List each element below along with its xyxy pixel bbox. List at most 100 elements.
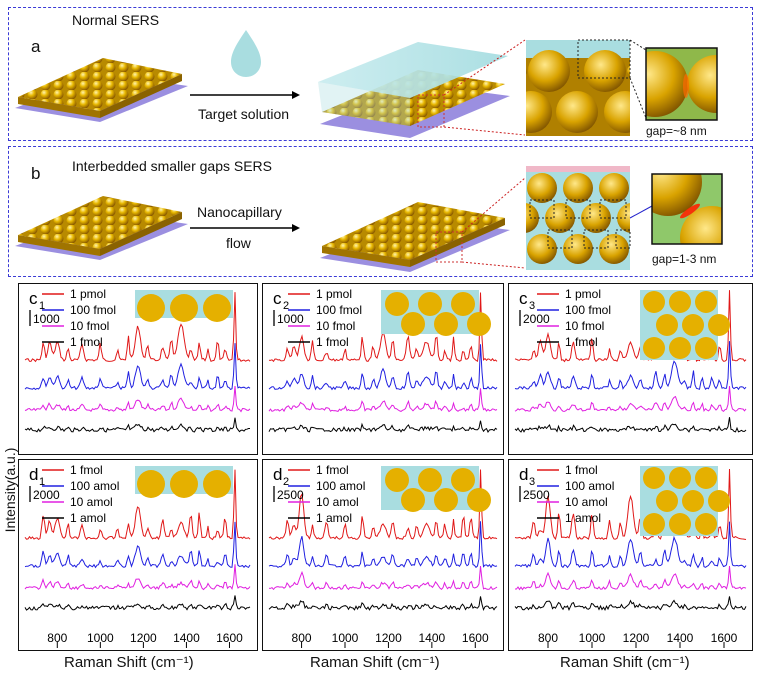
series-line-c2-1 — [268, 344, 498, 391]
chart-c2: c 2 1000 1 pmol 100 fmol 10 fmol 1 fmol — [262, 283, 504, 455]
legend-label-c1-0: 1 pmol — [70, 287, 106, 301]
chart-c3: c 3 2000 1 pmol 100 fmol 10 fmol 1 fmol — [508, 283, 753, 455]
series-line-c3-2 — [514, 385, 747, 413]
legend-label-c3-3: 1 fmol — [565, 335, 598, 349]
water-layer-a — [318, 42, 508, 98]
scale-bar-label-c3: 2000 — [523, 312, 550, 326]
series-line-d1-3 — [24, 595, 251, 611]
panel-b-schematic — [15, 166, 723, 272]
legend-label-c2-0: 1 pmol — [316, 287, 352, 301]
series-line-d2-3 — [268, 596, 498, 611]
nanoparticle-film-b-left — [18, 196, 182, 249]
panel-b-title: Interbedded smaller gaps SERS — [72, 158, 272, 174]
legend-label-d1-1: 100 amol — [70, 479, 119, 493]
legend-label-c2-1: 100 fmol — [316, 303, 362, 317]
panel-label-c3: c — [519, 289, 528, 308]
series-line-c1-3 — [24, 417, 250, 433]
scale-bar-label-d2: 2500 — [277, 488, 304, 502]
panel-label-sub-d3: 3 — [529, 476, 535, 488]
arrow-b-head — [292, 224, 300, 232]
legend-label-d3-3: 1 amol — [565, 511, 601, 525]
legend-label-d2-2: 10 amol — [316, 495, 359, 509]
panel-label-c1: c — [29, 289, 38, 308]
panel-b-letter: b — [31, 164, 41, 183]
x-axis-label-3: Raman Shift (cm⁻¹) — [560, 654, 690, 671]
inset-d1 — [135, 466, 233, 498]
series-line-c1-0 — [24, 292, 251, 363]
series-line-c3-1 — [514, 341, 747, 391]
panel-label-d1: d — [29, 465, 38, 484]
tick-label-d1-1: 1000 — [87, 631, 114, 645]
panel-label-d2: d — [273, 465, 282, 484]
tick-label-d3-3: 1400 — [667, 631, 694, 645]
series-line-c2-2 — [268, 388, 498, 413]
gap-zoom-a — [645, 47, 718, 121]
legend-label-c1-1: 100 fmol — [70, 303, 116, 317]
inset-c2 — [381, 290, 491, 336]
scale-bar-label-c1: 1000 — [33, 312, 60, 326]
panel-a-title: Normal SERS — [72, 12, 160, 28]
tick-label-d1-3: 1400 — [173, 631, 200, 645]
legend-label-d1-2: 10 amol — [70, 495, 113, 509]
arrow-a-label: Target solution — [198, 106, 290, 122]
chart-d3: d 3 2500 1 fmol 100 amol 10 amol 1 amol 800 1000… — [508, 459, 753, 651]
legend-label-c2-3: 1 fmol — [316, 335, 349, 349]
cross-section-a — [526, 40, 630, 136]
legend-label-c2-2: 10 fmol — [316, 319, 355, 333]
scale-bar-label-d3: 2500 — [523, 488, 550, 502]
panel-label-sub-c1: 1 — [39, 300, 45, 312]
legend-label-c3-2: 10 fmol — [565, 319, 604, 333]
series-line-d1-0 — [24, 469, 251, 541]
legend-label-c1-3: 1 fmol — [70, 335, 103, 349]
legend-label-c1-2: 10 fmol — [70, 319, 109, 333]
panel-label-sub-c2: 2 — [283, 300, 289, 312]
tick-label-d2-2: 1200 — [375, 631, 402, 645]
series-line-d3-2 — [515, 566, 747, 591]
arrow-a-head — [292, 91, 300, 99]
tick-label-d2-1: 1000 — [332, 631, 359, 645]
inset-c1 — [135, 290, 233, 322]
droplet-icon — [231, 30, 261, 77]
tick-label-d1-0: 800 — [47, 631, 67, 645]
legend-label-d3-2: 10 amol — [565, 495, 608, 509]
scale-bar-label-c2: 1000 — [277, 312, 304, 326]
tick-label-d2-4: 1600 — [462, 631, 489, 645]
panel-a-frame — [8, 7, 753, 141]
y-axis-label-wrapper: Intensity(a.u.) — [0, 300, 22, 680]
tick-label-d3-0: 800 — [538, 631, 558, 645]
gap-zoom-b — [651, 173, 723, 245]
chart-d1: d 1 2000 1 fmol 100 amol 10 amol 1 amol 800 1000… — [18, 459, 258, 651]
series-line-d1-2 — [24, 564, 251, 591]
legend-label-d3-1: 100 amol — [565, 479, 614, 493]
legend-label-d2-3: 1 amol — [316, 511, 352, 525]
series-line-d2-1 — [268, 521, 498, 569]
chart-c1: c 1 1000 1 pmol 100 fmol 10 fmol 1 fmol — [18, 283, 258, 455]
series-line-d3-1 — [514, 521, 747, 569]
panel-b-frame — [8, 146, 753, 277]
chart-d2: d 2 2500 1 fmol 100 amol 10 amol 1 amol 800 1000… — [262, 459, 504, 651]
x-axis-label-1: Raman Shift (cm⁻¹) — [64, 654, 194, 671]
gap-label-a: gap=~8 nm — [646, 124, 707, 138]
panel-label-sub-d2: 2 — [283, 476, 289, 488]
series-line-c1-2 — [24, 386, 251, 413]
series-line-d3-3 — [514, 596, 747, 612]
legend-label-d1-0: 1 fmol — [70, 463, 103, 477]
legend-label-d2-0: 1 fmol — [316, 463, 349, 477]
tick-label-d1-2: 1200 — [130, 631, 157, 645]
series-line-c1-1 — [24, 343, 251, 391]
cross-section-b — [526, 166, 631, 270]
nanoparticle-film-a-right — [322, 70, 505, 126]
inset-d3 — [640, 466, 730, 536]
series-line-d2-2 — [268, 565, 498, 591]
panel-label-d3: d — [519, 465, 528, 484]
arrow-b-label-line1: Nanocapillary — [197, 204, 282, 220]
tick-label-d2-3: 1400 — [419, 631, 446, 645]
legend-label-c3-0: 1 pmol — [565, 287, 601, 301]
legend-label-d3-0: 1 fmol — [565, 463, 598, 477]
inset-d2 — [381, 466, 491, 512]
